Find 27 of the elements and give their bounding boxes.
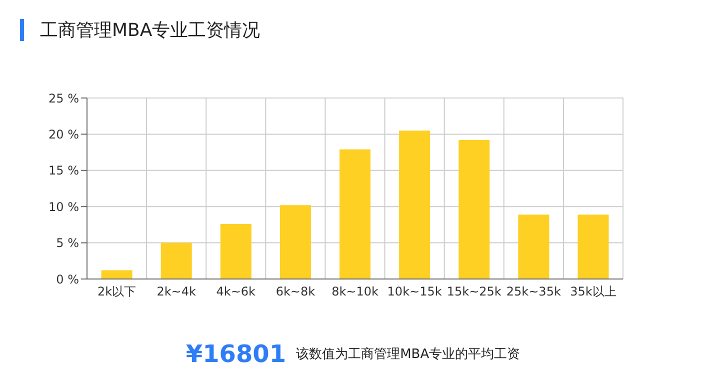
text: 该数值为工商管理MBA专业的平均工资 xyxy=(296,346,520,363)
x-tick-label: 25k~35k xyxy=(506,284,561,299)
bar xyxy=(399,130,430,279)
bar xyxy=(160,242,192,279)
bar xyxy=(340,149,371,279)
y-tick-label: 10 % xyxy=(48,200,79,214)
y-tick-label: 20 % xyxy=(48,127,79,142)
text: ¥16801 xyxy=(186,340,286,368)
bar xyxy=(578,214,609,279)
bar xyxy=(101,270,132,279)
x-tick-label: 15k~25k xyxy=(446,284,502,299)
bar xyxy=(458,140,490,279)
chart-title: 工商管理MBA专业工资情况 xyxy=(40,19,260,42)
x-tick-label: 8k~10k xyxy=(332,284,378,299)
y-tick-label: 15 % xyxy=(48,164,79,178)
x-tick-label: 6k~8k xyxy=(276,284,316,299)
y-tick-label: 25 % xyxy=(48,91,79,106)
y-tick-label: 5 % xyxy=(56,236,79,250)
y-tick-label: 0 % xyxy=(56,272,79,286)
x-tick-label: 35k以上 xyxy=(570,284,616,299)
bar xyxy=(220,224,252,279)
bar xyxy=(280,205,311,279)
x-tick-label: 2k~4k xyxy=(156,284,196,299)
bar xyxy=(518,214,550,279)
x-tick-label: 2k以下 xyxy=(97,284,136,299)
x-tick-label: 10k~15k xyxy=(387,284,442,299)
x-tick-label: 4k~6k xyxy=(216,284,256,299)
